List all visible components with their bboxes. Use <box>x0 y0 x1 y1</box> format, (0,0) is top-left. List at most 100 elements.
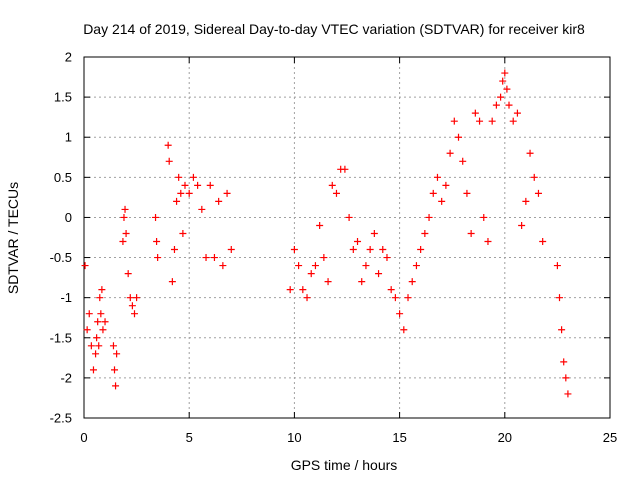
data-point <box>513 109 521 117</box>
data-point <box>299 286 307 294</box>
y-tick-label: -2.5 <box>50 411 72 426</box>
data-point <box>210 254 218 262</box>
y-tick-label: 1.5 <box>54 90 72 105</box>
y-axis-label: SDTVAR / TECUs <box>5 182 21 294</box>
data-point <box>459 157 467 165</box>
data-point <box>509 117 517 125</box>
data-point <box>202 254 210 262</box>
x-tick-label: 5 <box>186 430 193 445</box>
data-point <box>87 342 95 350</box>
data-point <box>152 213 160 221</box>
data-point <box>332 189 340 197</box>
data-point <box>501 69 509 77</box>
data-point <box>133 294 141 302</box>
data-point <box>98 286 106 294</box>
data-point <box>450 117 458 125</box>
data-point <box>375 270 383 278</box>
data-point <box>429 189 437 197</box>
data-point <box>109 342 117 350</box>
data-point <box>120 213 128 221</box>
data-point <box>189 173 197 181</box>
data-point <box>467 229 475 237</box>
data-point <box>85 310 93 318</box>
data-point <box>101 318 109 326</box>
data-point <box>425 213 433 221</box>
data-point <box>345 213 353 221</box>
data-point <box>480 213 488 221</box>
data-point <box>476 117 484 125</box>
data-point <box>503 85 511 93</box>
data-point <box>286 286 294 294</box>
data-point <box>446 149 454 157</box>
data-point <box>564 390 572 398</box>
data-point <box>408 278 416 286</box>
data-point <box>404 294 412 302</box>
data-point <box>227 246 235 254</box>
data-point <box>94 318 102 326</box>
data-point <box>303 294 311 302</box>
data-point <box>93 334 101 342</box>
x-tick-label: 15 <box>392 430 406 445</box>
data-point <box>96 294 104 302</box>
data-point <box>119 238 127 246</box>
data-point <box>175 173 183 181</box>
grid-lines <box>84 57 610 418</box>
data-point <box>83 326 91 334</box>
data-point <box>311 262 319 270</box>
data-point <box>130 310 138 318</box>
data-point <box>295 262 303 270</box>
data-point <box>126 294 134 302</box>
data-point <box>112 382 120 390</box>
data-point <box>324 278 332 286</box>
y-tick-label: 0.5 <box>54 170 72 185</box>
data-point <box>81 262 89 270</box>
x-tick-label: 0 <box>80 430 87 445</box>
data-point <box>522 197 530 205</box>
y-tick-label: 0 <box>65 210 72 225</box>
y-tick-label: -1 <box>60 290 72 305</box>
data-point <box>128 302 136 310</box>
data-point <box>219 262 227 270</box>
data-point <box>433 173 441 181</box>
data-point <box>153 238 161 246</box>
data-point <box>124 270 132 278</box>
data-point <box>170 246 178 254</box>
data-point <box>328 181 336 189</box>
data-point <box>383 254 391 262</box>
y-tick-label: 1 <box>65 130 72 145</box>
data-point <box>320 254 328 262</box>
data-point <box>362 262 370 270</box>
data-point <box>499 77 507 85</box>
data-point <box>379 246 387 254</box>
data-point <box>181 181 189 189</box>
data-point <box>370 229 378 237</box>
data-point <box>92 350 100 358</box>
x-axis-label: GPS time / hours <box>291 457 398 473</box>
data-point <box>438 197 446 205</box>
data-point <box>553 262 561 270</box>
data-point <box>290 246 298 254</box>
data-point <box>154 254 162 262</box>
data-point <box>421 229 429 237</box>
data-point <box>121 205 129 213</box>
data-point <box>122 229 130 237</box>
data-points <box>81 69 572 398</box>
x-tick-label: 10 <box>287 430 301 445</box>
data-point <box>89 366 97 374</box>
x-tick-label: 20 <box>498 430 512 445</box>
data-point <box>526 149 534 157</box>
data-point <box>396 310 404 318</box>
y-tick-label: -0.5 <box>50 250 72 265</box>
data-point <box>341 165 349 173</box>
data-point <box>198 205 206 213</box>
data-point <box>556 294 564 302</box>
data-point <box>471 109 479 117</box>
data-point <box>417 246 425 254</box>
data-point <box>505 101 513 109</box>
data-point <box>484 238 492 246</box>
data-point <box>518 221 526 229</box>
y-tick-label: 2 <box>65 50 72 65</box>
data-point <box>113 350 121 358</box>
chart-title: Day 214 of 2019, Sidereal Day-to-day VTE… <box>83 21 585 37</box>
